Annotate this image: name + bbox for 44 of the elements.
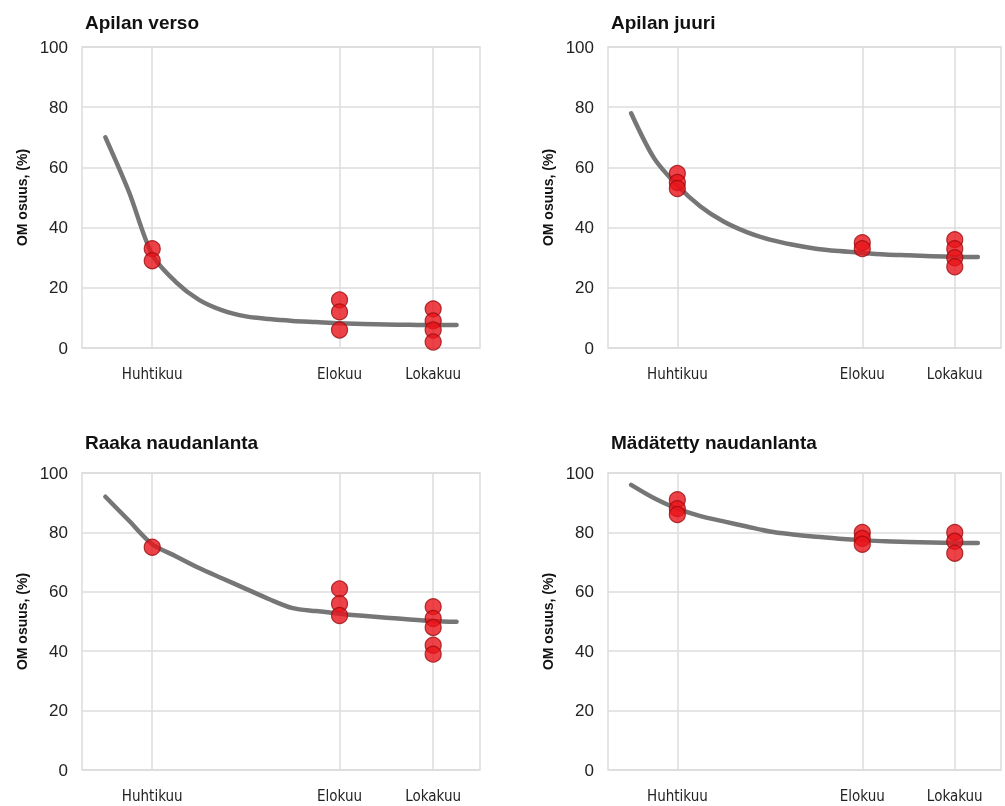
chart-title: Mädätetty naudanlanta — [611, 432, 818, 453]
x-tick-label: Lokakuu — [405, 786, 462, 805]
y-tick-label: 20 — [49, 278, 68, 298]
y-tick-label: 0 — [584, 338, 594, 358]
y-axis-title: OM osuus, (%) — [13, 148, 30, 247]
x-tick-label: Lokakuu — [405, 364, 462, 383]
y-tick-label: 60 — [575, 582, 594, 602]
y-tick-label: 80 — [49, 97, 68, 117]
x-tick-label: Huhtikuu — [121, 786, 183, 805]
chart-title: Raaka naudanlanta — [85, 432, 259, 453]
y-tick-label: 40 — [575, 218, 594, 238]
y-tick-label: 40 — [49, 641, 68, 661]
y-tick-label: 0 — [58, 338, 68, 358]
x-tick-label: Lokakuu — [926, 786, 983, 805]
y-tick-label: 40 — [575, 641, 594, 661]
x-tick-label: Elokuu — [839, 364, 885, 383]
x-tick-label: Elokuu — [317, 786, 363, 805]
y-axis-title: OM osuus, (%) — [13, 572, 30, 671]
x-tick-label: Huhtikuu — [121, 364, 183, 383]
y-tick-label: 0 — [58, 760, 68, 780]
y-tick-label: 20 — [575, 278, 594, 298]
y-tick-label: 60 — [49, 582, 68, 602]
y-tick-label: 20 — [575, 701, 594, 721]
x-tick-label: Elokuu — [839, 786, 885, 805]
y-tick-label: 100 — [565, 463, 594, 483]
chart-title: Apilan juuri — [611, 12, 716, 33]
y-axis-title: OM osuus, (%) — [539, 572, 556, 671]
y-tick-label: 80 — [49, 522, 68, 542]
y-axis-title: OM osuus, (%) — [539, 148, 556, 247]
x-tick-label: Elokuu — [317, 364, 363, 383]
y-tick-label: 20 — [49, 701, 68, 721]
y-tick-label: 0 — [584, 760, 594, 780]
x-tick-label: Huhtikuu — [646, 364, 708, 383]
x-tick-label: Huhtikuu — [646, 786, 708, 805]
y-tick-label: 60 — [49, 157, 68, 177]
y-tick-label: 100 — [39, 37, 68, 57]
y-tick-label: 100 — [39, 463, 68, 483]
y-tick-label: 40 — [49, 218, 68, 238]
chart-title: Apilan verso — [85, 12, 200, 33]
y-tick-label: 80 — [575, 522, 594, 542]
y-tick-label: 60 — [575, 157, 594, 177]
x-tick-label: Lokakuu — [926, 364, 983, 383]
y-tick-label: 80 — [575, 97, 594, 117]
y-tick-label: 100 — [565, 37, 594, 57]
